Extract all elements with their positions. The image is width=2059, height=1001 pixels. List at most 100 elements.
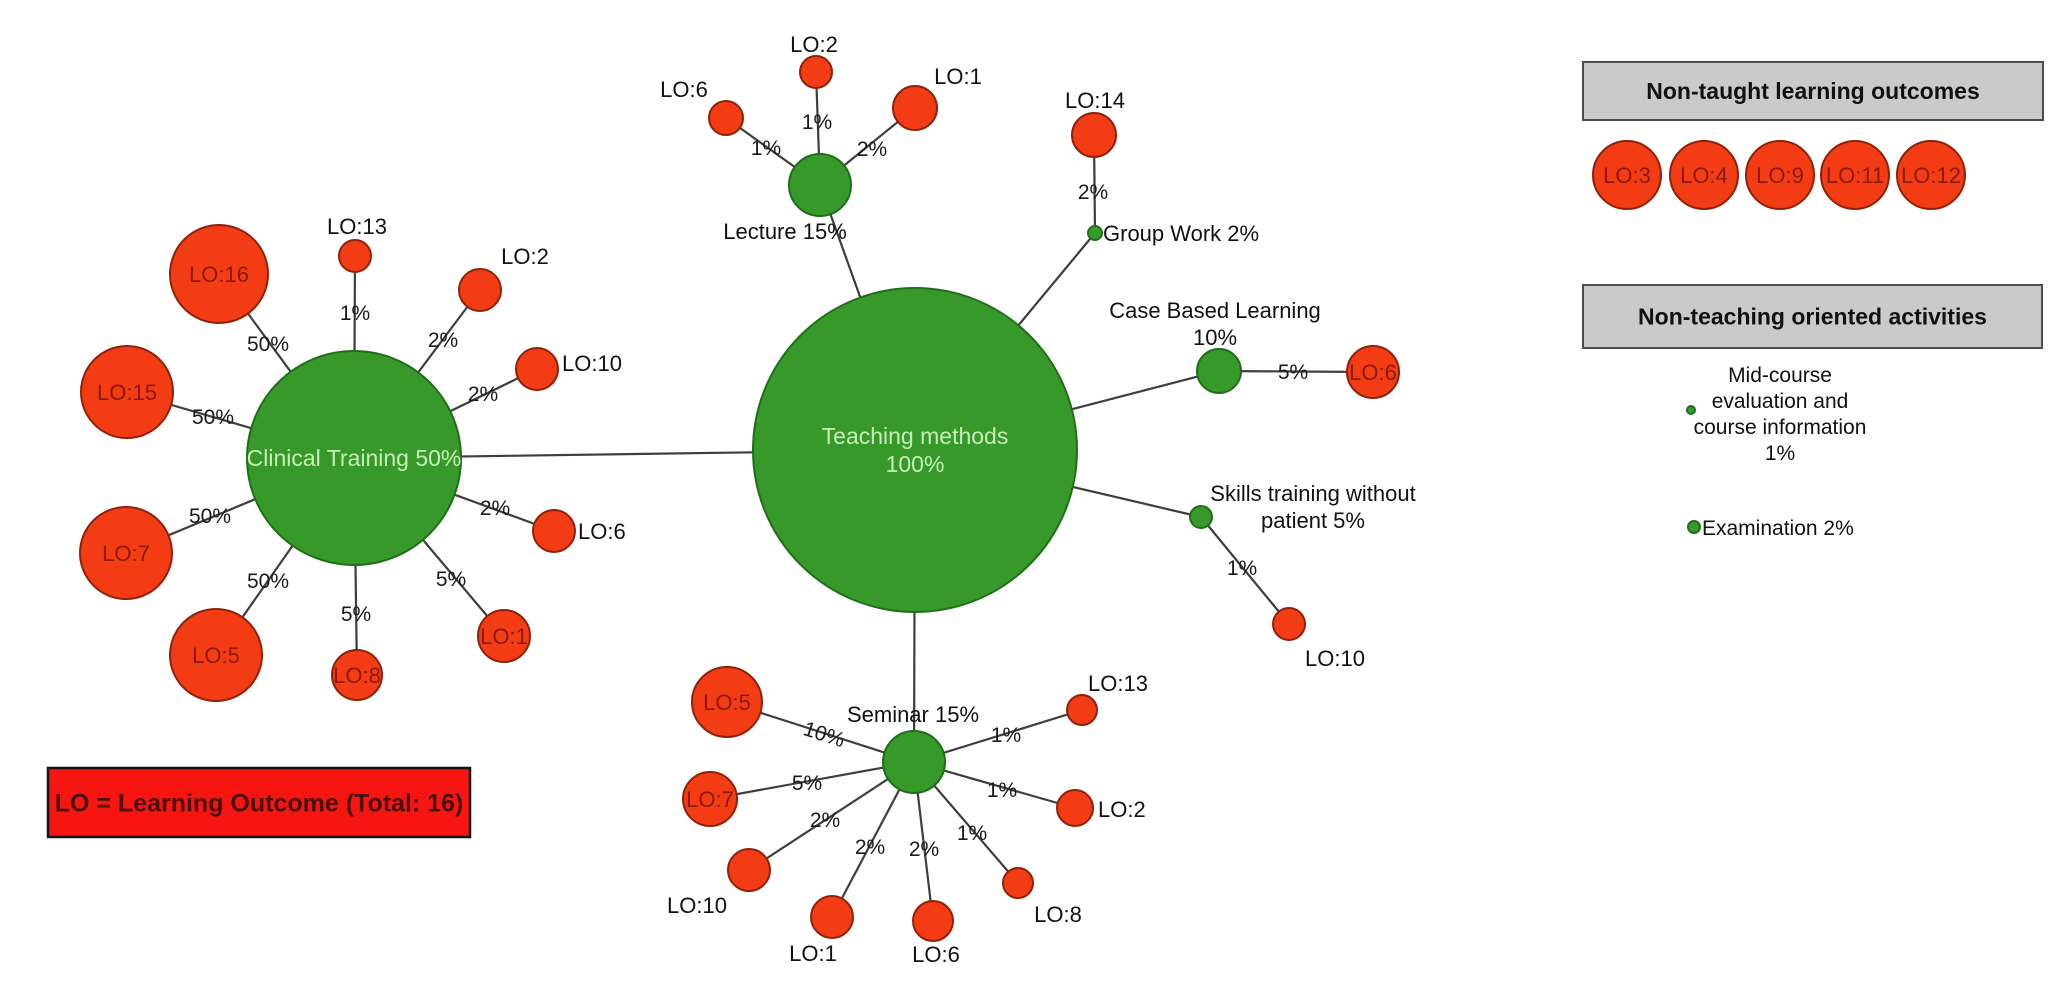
mid-course-evaluation-label: evaluation and: [1712, 390, 1849, 413]
panel-title-non-teaching: Non-teaching oriented activities: [1638, 304, 1987, 330]
node-l6-circle: [708, 100, 744, 136]
panel-box-non-teaching: [1582, 284, 2043, 349]
mid-course-evaluation-label: Mid-course: [1728, 364, 1832, 387]
node-c13-circle: [338, 239, 372, 273]
node-seminar-circle: [882, 730, 946, 794]
label-sm8: LO:8: [1034, 902, 1082, 927]
label-lecture: Lecture 15%: [723, 219, 847, 244]
label-teaching: Teaching methods: [822, 423, 1009, 449]
panel-node-label-LO:3: LO:3: [1603, 163, 1651, 188]
panel-node-LO:3: [1592, 140, 1662, 210]
legend-label: LO = Learning Outcome (Total: 16): [55, 790, 464, 818]
edge-label-clinical-c7: 50%: [189, 505, 231, 528]
mid-course-evaluation-label: course information: [1694, 416, 1867, 439]
panel-title-non-taught: Non-taught learning outcomes: [1646, 78, 1980, 104]
edge-label-clinical-c13: 1%: [340, 302, 370, 325]
edge-label-clinical-c2: 2%: [428, 329, 458, 352]
node-l2-circle: [799, 55, 833, 89]
panel-node-LO:11: [1820, 140, 1890, 210]
node-sm13-circle: [1066, 694, 1098, 726]
label-teaching: 100%: [886, 451, 945, 477]
node-sm2-circle: [1056, 789, 1094, 827]
edge-label-seminar-sm2: 1%: [987, 779, 1017, 802]
edge-label-seminar-sm5: 10%: [800, 717, 847, 752]
label-s10: LO:10: [1305, 646, 1365, 671]
node-casebased-circle: [1196, 348, 1242, 394]
panel-node-label-LO:9: LO:9: [1756, 163, 1804, 188]
node-l1-circle: [892, 85, 938, 131]
edge-label-seminar-sm7: 5%: [792, 772, 822, 795]
label-sm2: LO:2: [1098, 797, 1146, 822]
edge-label-clinical-c1: 5%: [436, 568, 466, 591]
panel-node-LO:9: [1745, 140, 1815, 210]
label-l2: LO:2: [790, 32, 838, 57]
node-skills-circle: [1189, 505, 1213, 529]
label-skills: patient 5%: [1261, 508, 1365, 533]
edge-label-clinical-c10: 2%: [468, 383, 498, 406]
node-sm10-circle: [727, 848, 771, 892]
mid-course-evaluation-dot: [1686, 405, 1696, 415]
node-sm6-circle: [912, 900, 954, 942]
edge-seminar-sm7: [709, 760, 915, 801]
node-sm7-circle: [682, 771, 738, 827]
panel-node-label-LO:12: LO:12: [1901, 163, 1961, 188]
node-lecture-circle: [788, 153, 852, 217]
edge-label-lecture-l1: 2%: [857, 138, 887, 161]
label-c1: LO:1: [480, 624, 528, 649]
label-clinical: Clinical Training 50%: [247, 445, 462, 471]
node-c10-circle: [515, 347, 559, 391]
label-casebased: Case Based Learning: [1109, 298, 1321, 323]
node-g14-circle: [1071, 112, 1117, 158]
label-c10: LO:10: [562, 351, 622, 376]
node-cb6-circle: [1346, 345, 1400, 399]
label-c15: LO:15: [97, 380, 157, 405]
panel-node-LO:4: [1669, 140, 1739, 210]
node-sm1-circle: [810, 895, 854, 939]
node-c16-circle: [169, 224, 269, 324]
label-c7: LO:7: [102, 541, 150, 566]
label-sm13: LO:13: [1088, 671, 1148, 696]
label-groupwork: Group Work 2%: [1103, 221, 1259, 246]
label-cb6: LO:6: [1349, 360, 1397, 385]
label-sm5: LO:5: [703, 690, 751, 715]
panel-box-non-taught: [1582, 61, 2044, 121]
examination-label: Examination 2%: [1702, 517, 1854, 540]
mid-course-evaluation-label: 1%: [1765, 442, 1795, 465]
node-groupwork-circle: [1087, 225, 1103, 241]
edge-label-casebased-cb6: 5%: [1278, 361, 1308, 384]
node-sm8-circle: [1002, 867, 1034, 899]
node-c6-circle: [532, 509, 576, 553]
node-c2-circle: [458, 268, 502, 312]
panel-node-LO:12: [1896, 140, 1966, 210]
edge-seminar-sm10: [748, 761, 915, 871]
edge-label-seminar-sm13: 1%: [991, 724, 1021, 747]
node-sm5-circle: [691, 666, 763, 738]
edge-label-lecture-l6: 1%: [751, 137, 781, 160]
node-c8-circle: [331, 649, 383, 701]
edge-label-clinical-c6: 2%: [480, 497, 510, 520]
legend-box: [46, 766, 472, 839]
edge-label-seminar-sm8: 1%: [957, 822, 987, 845]
edge-label-seminar-sm6: 2%: [909, 838, 939, 861]
edge-label-seminar-sm1: 2%: [855, 836, 885, 859]
edge-label-clinical-c16: 50%: [247, 333, 289, 356]
node-c1-circle: [477, 609, 531, 663]
label-sm6: LO:6: [912, 942, 960, 967]
node-clinical-circle: [246, 350, 462, 566]
edge-label-groupwork-g14: 2%: [1078, 181, 1108, 204]
label-seminar: Seminar 15%: [847, 702, 979, 727]
label-sm1: LO:1: [789, 941, 837, 966]
edge-label-clinical-c5: 50%: [247, 570, 289, 593]
label-c2: LO:2: [501, 244, 549, 269]
label-c16: LO:16: [189, 262, 249, 287]
label-l6: LO:6: [660, 77, 708, 102]
label-c6: LO:6: [578, 519, 626, 544]
panel-node-label-LO:4: LO:4: [1680, 163, 1728, 188]
label-c8: LO:8: [333, 663, 381, 688]
node-s10-circle: [1272, 607, 1306, 641]
label-skills: Skills training without: [1210, 481, 1415, 506]
edge-label-clinical-c8: 5%: [341, 603, 371, 626]
label-sm10: LO:10: [667, 893, 727, 918]
label-g14: LO:14: [1065, 88, 1125, 113]
